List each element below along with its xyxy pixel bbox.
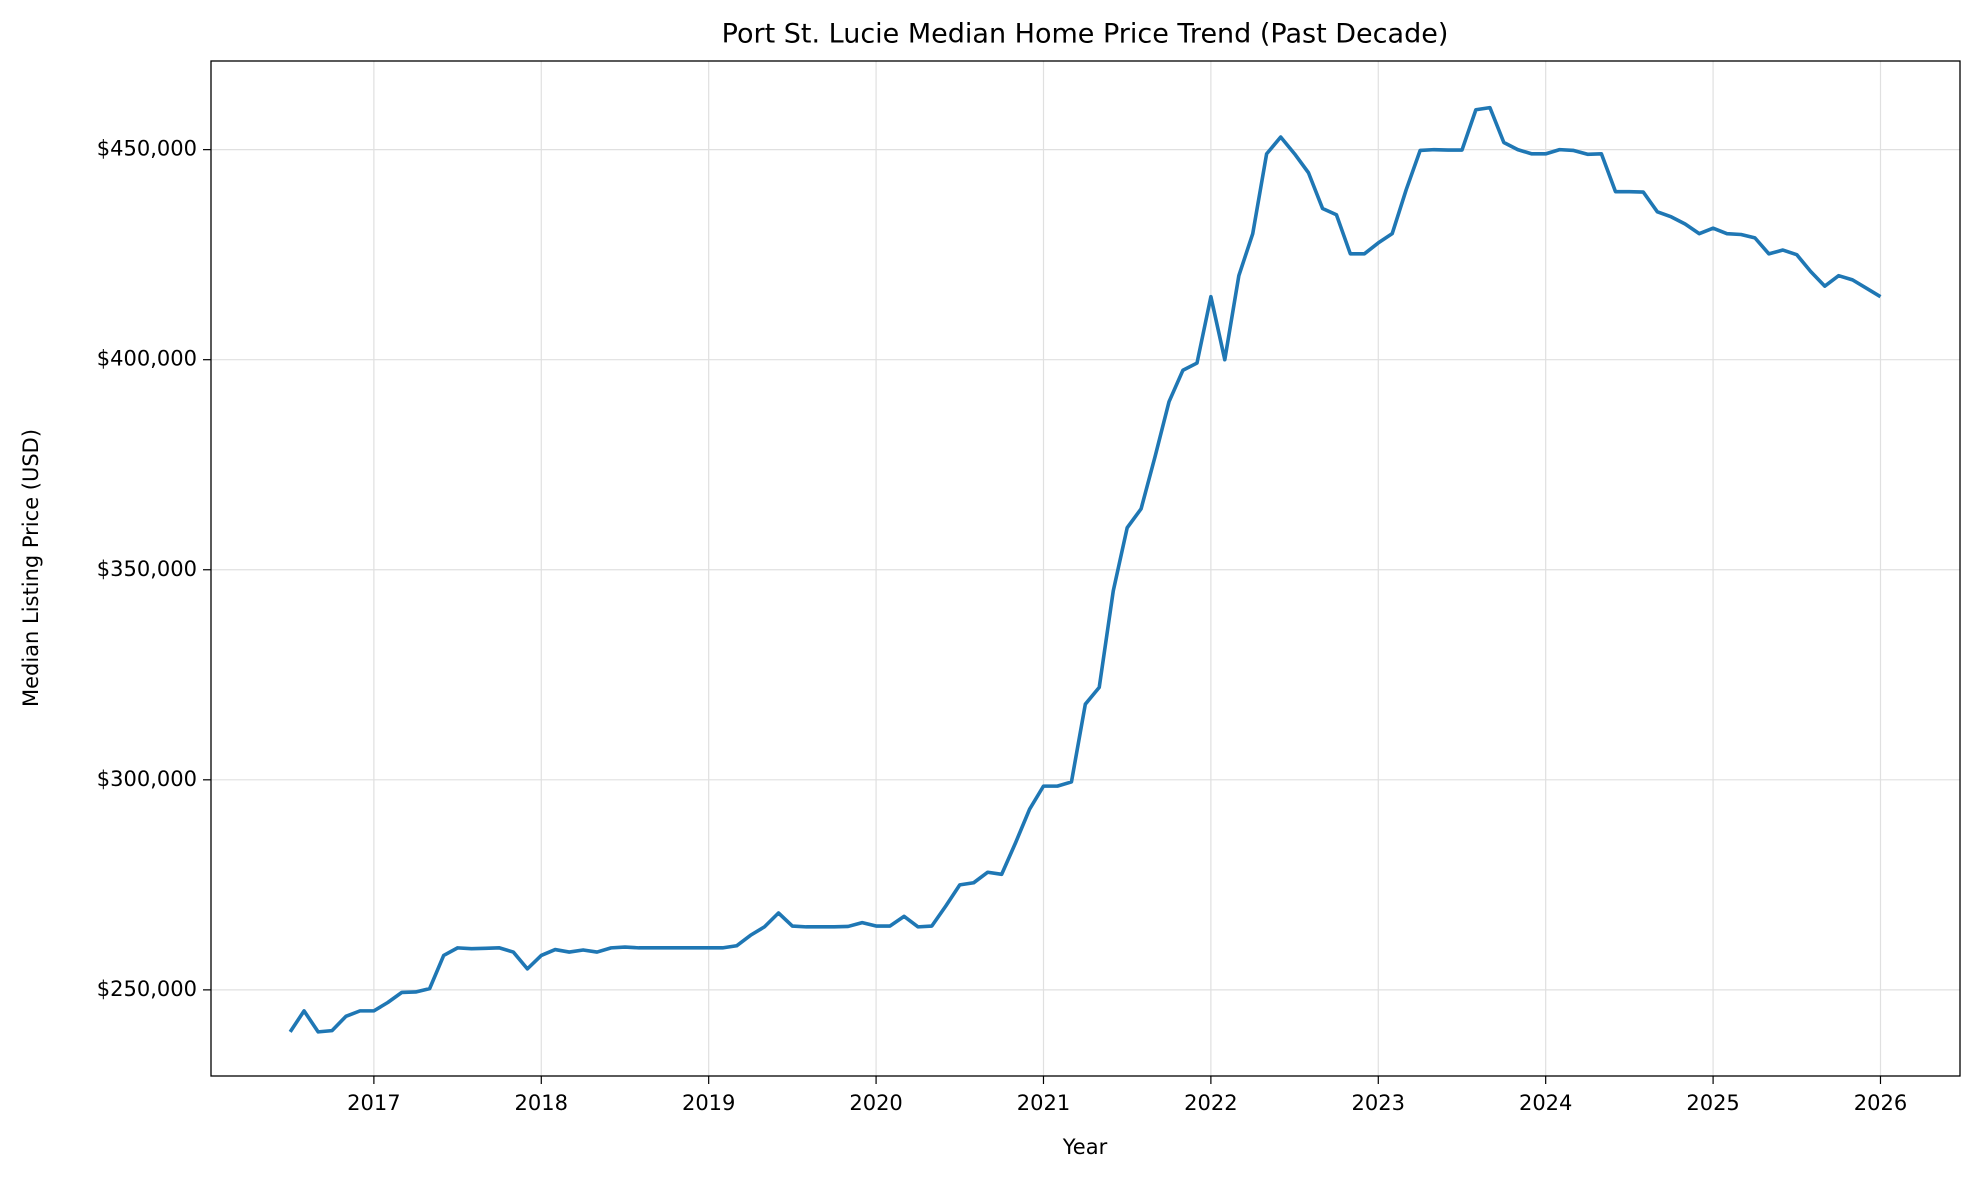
x-tick-label: 2020: [849, 1091, 902, 1115]
y-tick-label: $350,000: [97, 557, 197, 581]
y-tick-label: $300,000: [97, 767, 197, 791]
x-tick-label: 2017: [347, 1091, 400, 1115]
y-tick-label: $250,000: [97, 977, 197, 1001]
plot-frame: [210, 60, 1961, 1077]
x-tick-label: 2025: [1686, 1091, 1739, 1115]
x-tick-label: 2024: [1519, 1091, 1572, 1115]
x-tick-label: 2019: [682, 1091, 735, 1115]
x-tick-label: 2022: [1184, 1091, 1237, 1115]
x-tick-label: 2018: [515, 1091, 568, 1115]
y-axis-label: Median Listing Price (USD): [19, 429, 43, 707]
x-tick-label: 2023: [1352, 1091, 1405, 1115]
x-axis-label: Year: [1062, 1135, 1108, 1159]
x-tick-label: 2021: [1017, 1091, 1070, 1115]
x-tick-label: 2026: [1854, 1091, 1907, 1115]
price-line: [288, 105, 1882, 1034]
y-tick-label: $450,000: [97, 137, 197, 161]
chart-title: Port St. Lucie Median Home Price Trend (…: [722, 19, 1449, 50]
y-tick-label: $400,000: [97, 347, 197, 371]
